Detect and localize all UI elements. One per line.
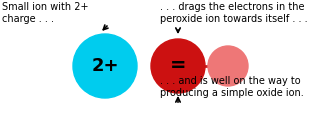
Text: Small ion with 2+
charge . . .: Small ion with 2+ charge . . . xyxy=(2,2,89,24)
Circle shape xyxy=(73,34,137,98)
Circle shape xyxy=(208,46,248,86)
Text: . . . drags the electrons in the
peroxide ion towards itself . . .: . . . drags the electrons in the peroxid… xyxy=(160,2,308,24)
Text: =: = xyxy=(170,57,186,76)
Text: 2+: 2+ xyxy=(91,57,119,75)
Text: . . . and is well on the way to
producing a simple oxide ion.: . . . and is well on the way to producin… xyxy=(160,76,304,98)
Circle shape xyxy=(151,39,205,93)
